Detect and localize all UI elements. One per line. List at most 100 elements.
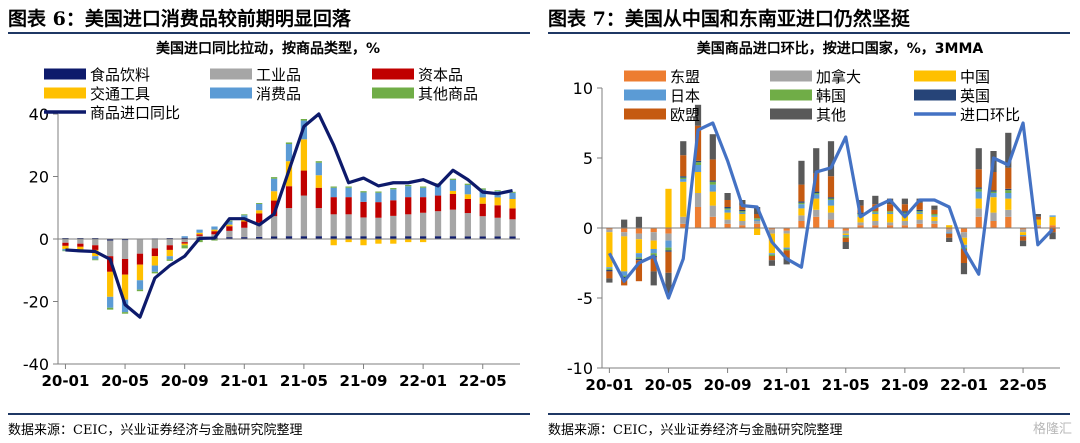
bar-segment bbox=[621, 236, 628, 272]
bar-segment bbox=[166, 256, 173, 260]
bar-segment bbox=[390, 215, 397, 237]
bar-segment bbox=[1019, 232, 1027, 235]
bar-segment bbox=[226, 230, 233, 238]
x-tick-label: 20-05 bbox=[101, 372, 149, 390]
bar-segment bbox=[621, 277, 628, 279]
bar-segment bbox=[92, 245, 99, 250]
legend-label: 食品饮料 bbox=[90, 66, 150, 84]
bar-segment bbox=[886, 212, 894, 214]
bar-segment bbox=[946, 233, 953, 238]
bar-segment bbox=[270, 191, 278, 201]
bar-segment bbox=[1005, 198, 1012, 210]
bar-segment bbox=[739, 211, 746, 213]
bar-segment bbox=[783, 247, 790, 249]
bar-segment bbox=[946, 225, 953, 228]
x-tick-label: 22-05 bbox=[459, 372, 507, 390]
bar-segment bbox=[420, 187, 427, 198]
bar-segment bbox=[330, 187, 337, 198]
bar-segment bbox=[285, 142, 293, 144]
bar-segment bbox=[509, 199, 516, 209]
bar-segment bbox=[1005, 209, 1012, 217]
bar-segment bbox=[975, 188, 982, 192]
chart-title: 美国进口同比拉动，按商品类型，% bbox=[156, 40, 380, 57]
bar-segment bbox=[709, 159, 716, 181]
legend-swatch bbox=[624, 70, 666, 82]
bar-segment bbox=[754, 228, 761, 235]
bar-segment bbox=[813, 148, 820, 174]
y-tick-label: 0 bbox=[583, 219, 593, 238]
bar-segment bbox=[479, 236, 486, 239]
bar-segment bbox=[783, 228, 790, 231]
bar-segment bbox=[420, 197, 427, 213]
legend-label: 中国 bbox=[960, 68, 990, 86]
bar-segment bbox=[709, 134, 716, 160]
bar-segment bbox=[241, 227, 248, 238]
bar-segment bbox=[975, 216, 982, 228]
bar-segment bbox=[390, 200, 397, 216]
bar-segment bbox=[680, 179, 687, 182]
bar-segment bbox=[92, 259, 99, 261]
x-tick-label: 20-01 bbox=[41, 372, 89, 390]
legend-label: 加拿大 bbox=[816, 68, 861, 86]
bar-segment bbox=[783, 230, 790, 234]
bar-segment bbox=[151, 239, 158, 249]
bar-segment bbox=[857, 222, 864, 226]
bar-segment bbox=[798, 215, 805, 221]
bar-segment bbox=[606, 232, 613, 268]
legend-label: 其他商品 bbox=[418, 85, 478, 103]
bar-segment bbox=[181, 243, 188, 246]
bar-segment bbox=[330, 186, 337, 188]
bar-segment bbox=[434, 184, 442, 196]
bar-segment bbox=[77, 243, 84, 247]
bar-segment bbox=[680, 216, 687, 224]
bar-segment bbox=[151, 256, 158, 266]
bar-segment bbox=[375, 217, 382, 237]
bar-segment bbox=[975, 169, 982, 188]
bar-segment bbox=[813, 209, 820, 217]
bar-segment bbox=[827, 197, 835, 199]
bar-segment bbox=[270, 200, 278, 217]
bar-segment bbox=[650, 232, 657, 241]
bar-segment bbox=[1005, 188, 1012, 191]
bar-segment bbox=[827, 219, 835, 228]
x-tick-label: 21-05 bbox=[280, 372, 328, 390]
bar-segment bbox=[768, 256, 776, 261]
bar-segment bbox=[375, 202, 382, 218]
bar-segment bbox=[975, 148, 982, 170]
legend-swatch bbox=[624, 89, 666, 101]
bar-segment bbox=[1049, 216, 1056, 226]
bar-segment bbox=[783, 233, 790, 248]
legend-label: 其他 bbox=[816, 106, 846, 124]
bar-segment bbox=[813, 193, 820, 195]
bar-segment bbox=[916, 219, 923, 224]
bar-segment bbox=[315, 175, 322, 188]
bar-segment bbox=[211, 226, 218, 230]
bar-segment bbox=[724, 223, 731, 228]
bar-segment bbox=[990, 197, 997, 213]
bar-segment bbox=[285, 208, 293, 237]
bar-segment bbox=[842, 237, 849, 242]
bar-segment bbox=[798, 204, 805, 209]
y-tick-label: 20 bbox=[29, 168, 49, 187]
bar-segment bbox=[420, 212, 427, 237]
legend-swatch bbox=[210, 68, 252, 80]
bar-segment bbox=[754, 214, 761, 219]
bar-segment bbox=[121, 259, 129, 275]
bar-segment bbox=[621, 271, 628, 276]
bar-segment bbox=[330, 236, 337, 239]
bar-segment bbox=[107, 239, 114, 241]
bar-segment bbox=[783, 249, 790, 251]
bar-segment bbox=[680, 176, 687, 178]
bar-segment bbox=[136, 253, 144, 265]
bar-segment bbox=[479, 188, 486, 190]
bar-segment bbox=[635, 228, 643, 234]
bar-segment bbox=[509, 236, 516, 239]
bar-segment bbox=[345, 197, 352, 215]
bar-segment bbox=[990, 212, 997, 221]
bar-segment bbox=[62, 239, 69, 243]
bar-segment bbox=[680, 155, 687, 177]
bar-segment bbox=[931, 209, 938, 214]
bar-segment bbox=[975, 191, 982, 199]
bar-segment bbox=[990, 221, 997, 228]
legend-swatch bbox=[44, 68, 86, 80]
